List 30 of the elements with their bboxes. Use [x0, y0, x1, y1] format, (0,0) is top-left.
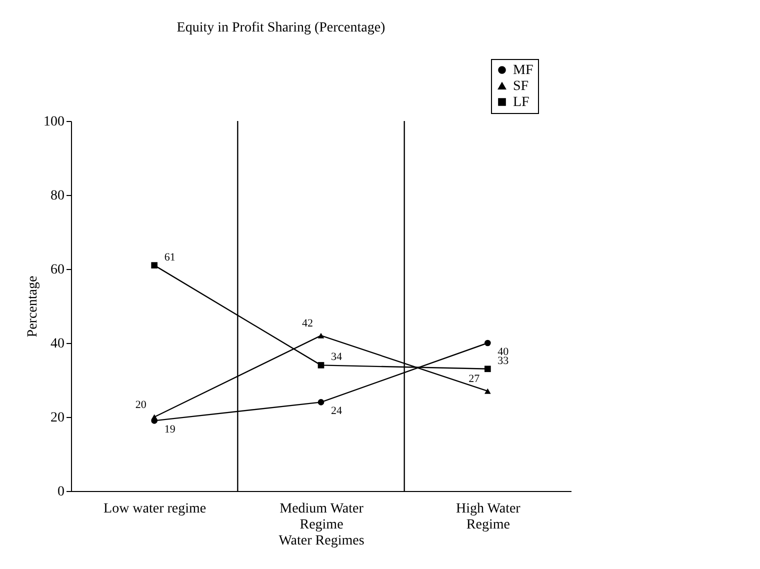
- point: [151, 262, 158, 268]
- point: [484, 366, 491, 372]
- y-tick-label: 0: [58, 484, 64, 500]
- point: [318, 399, 324, 406]
- data-label: 42: [302, 318, 313, 330]
- legend-label: SF: [513, 79, 529, 94]
- y-tick-label: 60: [50, 262, 64, 278]
- point: [484, 340, 491, 346]
- legend-label: MF: [513, 63, 534, 78]
- point: [151, 414, 158, 420]
- data-label: 24: [331, 405, 342, 418]
- point: [318, 332, 324, 338]
- legend-label: LF: [513, 95, 530, 110]
- y-tick-label: 100: [44, 114, 64, 130]
- data-label: 19: [164, 424, 176, 436]
- chart-title: Equity in Profit Sharing (Percentage): [176, 20, 386, 36]
- y-axis-title: Percentage: [26, 276, 40, 338]
- y-tick-label: 20: [50, 410, 64, 426]
- x-tick-label: Medium Water Regime: [280, 502, 364, 532]
- point: [318, 362, 324, 368]
- x-tick-label: Low water regime: [104, 502, 206, 516]
- y-tick-label: 40: [50, 336, 64, 352]
- data-label: 61: [164, 251, 176, 264]
- y-tick-label: 80: [50, 188, 64, 204]
- data-label: 20: [135, 399, 147, 411]
- data-label: 34: [331, 351, 342, 364]
- point: [484, 388, 491, 394]
- x-axis-title: Water Regimes: [278, 534, 364, 548]
- data-label: 27: [468, 373, 480, 386]
- x-tick-label: High Water Regime: [456, 502, 521, 532]
